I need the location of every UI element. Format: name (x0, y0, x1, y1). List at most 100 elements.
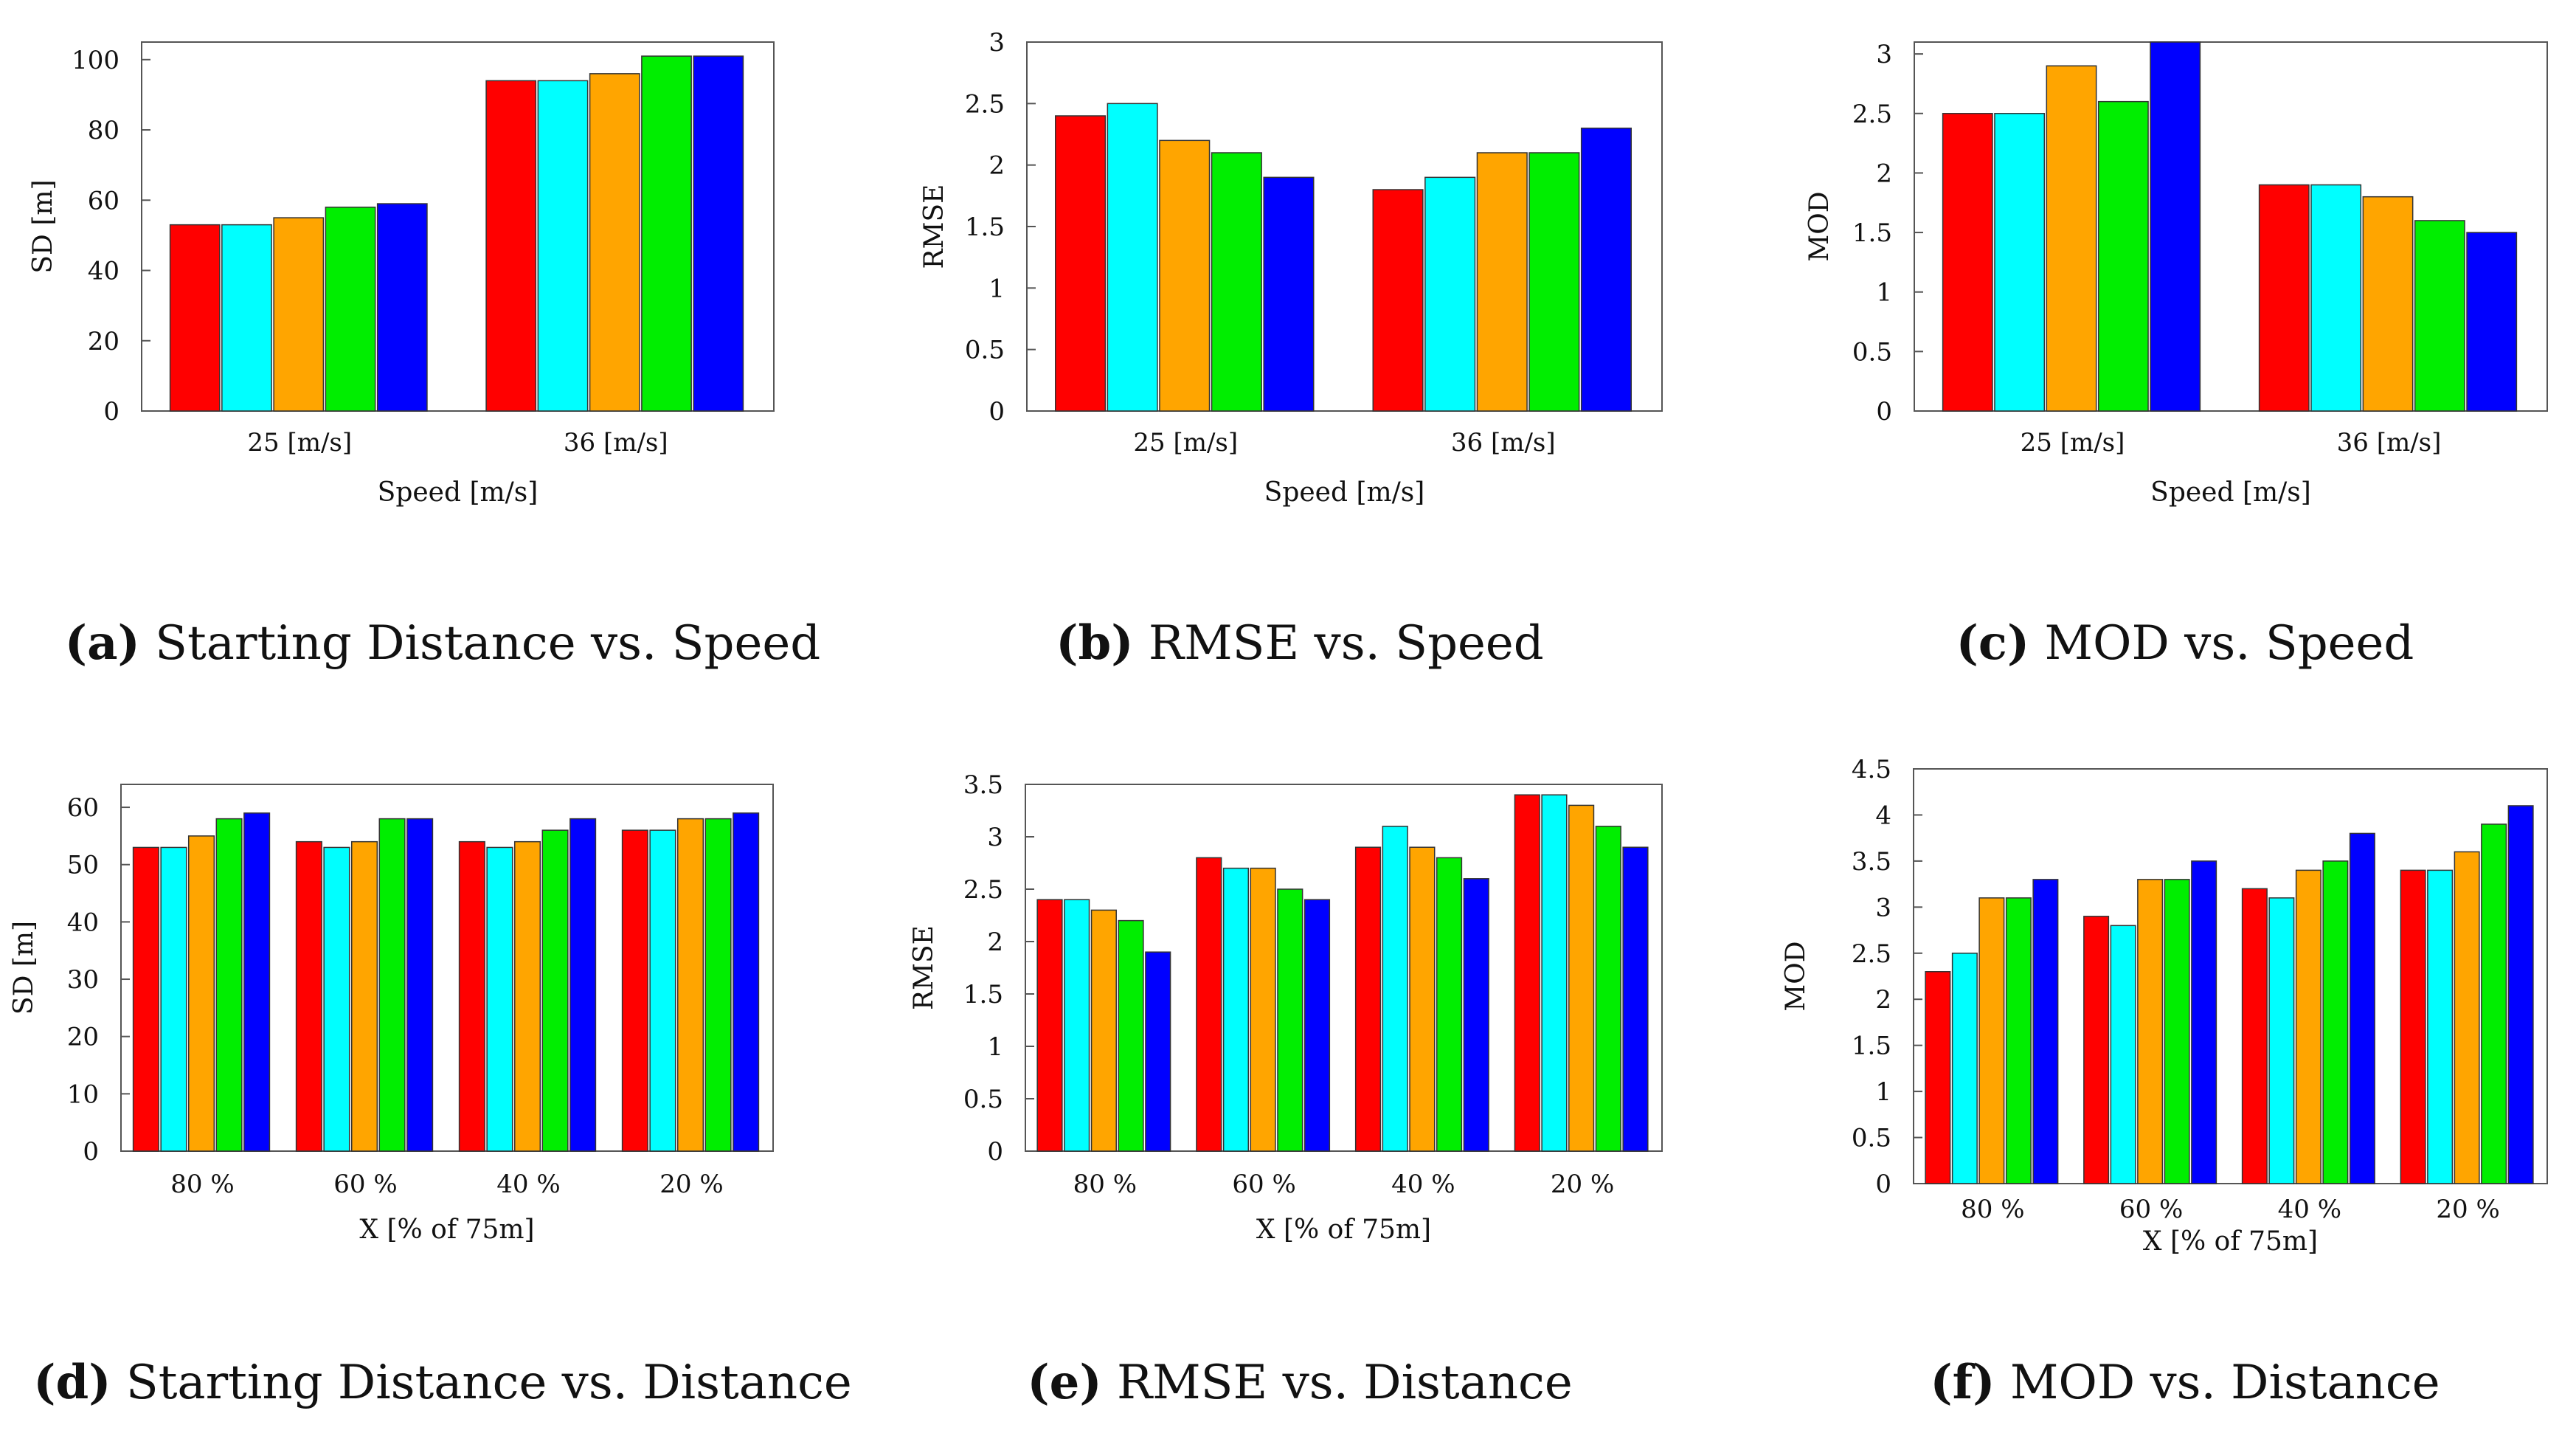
bar (2097, 100, 2149, 412)
y-tick-label: 1.5 (963, 980, 1003, 1009)
x-tick-label: 40 % (2278, 1195, 2341, 1224)
chart-a: 0 20 40 60 80 100 25 [m/s] 36 [m/s] Speed [m/s] S… (28, 41, 775, 508)
x-tick-label: 20 % (2436, 1195, 2499, 1224)
x-axis-label: X [% of 75m] (1256, 1215, 1431, 1245)
bar (2454, 851, 2480, 1184)
bar (2466, 232, 2518, 412)
bar (215, 818, 243, 1152)
y-tick-label: 50 (67, 851, 99, 880)
y-tick-label: 3.5 (1852, 847, 1891, 877)
y-tick-label: 60 (88, 186, 120, 215)
bar (1568, 804, 1595, 1152)
x-axis-label: X [% of 75m] (2143, 1226, 2318, 1257)
y-tick-label: 0.5 (1852, 1124, 1891, 1153)
bar (1303, 899, 1331, 1152)
bar (295, 840, 322, 1152)
bar (169, 224, 221, 412)
caption-e: (e) RMSE vs. Distance (1027, 1355, 1573, 1410)
y-tick-label: 1 (988, 274, 1005, 303)
bar (621, 829, 648, 1152)
bar (486, 846, 513, 1152)
bar (160, 846, 187, 1152)
bar (1942, 113, 1993, 412)
bar (2005, 897, 2032, 1184)
y-tick-label: 3.5 (963, 770, 1003, 800)
bar (1118, 919, 1144, 1152)
y-tick-label: 3 (1875, 893, 1891, 922)
y-tick-label: 1.5 (1852, 218, 1892, 248)
x-tick-label: 80 % (1961, 1195, 2024, 1224)
x-tick-label: 40 % (1391, 1170, 1455, 1199)
chart-d: 0 10 20 30 40 50 60 80 % 60 % 40 % 20 % X [% of 75m… (9, 784, 774, 1245)
x-tick-label: 80 % (170, 1170, 234, 1199)
caption-a: (a) Starting Distance vs. Speed (64, 615, 821, 671)
bar (1277, 888, 1303, 1152)
y-tick-label: 0 (1876, 397, 1892, 427)
bar (1514, 794, 1540, 1152)
x-tick-label: 25 [m/s] (2021, 428, 2125, 457)
y-tick-label: 0 (83, 1137, 99, 1167)
bar (1436, 857, 1463, 1152)
bar (376, 203, 428, 412)
x-tick-label: 25 [m/s] (247, 428, 352, 457)
y-tick-label: 3 (987, 823, 1003, 852)
x-tick-label: 20 % (1551, 1170, 1614, 1199)
chart-b: 0 0.5 1 1.5 2 2.5 3 25 [m/s] 36 [m/s] Speed [m/s]… (919, 28, 1663, 508)
bar (1222, 867, 1250, 1152)
bar (1463, 878, 1489, 1152)
y-tick-label: 20 (67, 1023, 99, 1052)
bar (243, 812, 271, 1152)
y-tick-label: 0 (103, 397, 120, 427)
bar (1622, 846, 1649, 1152)
bar (350, 840, 378, 1152)
caption-c: (c) MOD vs. Speed (1956, 615, 2414, 671)
chart-e: 0 0.5 1 1.5 2 2.5 3 3.5 80 % 60 % 40 % 20 % X [% of … (909, 770, 1663, 1245)
y-tick-label: 1 (1875, 1077, 1891, 1107)
bar (1580, 127, 1632, 412)
y-tick-label: 2 (1875, 985, 1891, 1015)
bar (2110, 925, 2136, 1184)
bar (1925, 971, 1951, 1184)
y-tick-label: 1.5 (965, 213, 1005, 242)
plot-frame (120, 784, 774, 1152)
bar (1354, 846, 1382, 1152)
x-tick-label: 36 [m/s] (564, 428, 668, 457)
bar (2362, 196, 2414, 412)
bar (1424, 176, 1476, 412)
x-tick-label: 36 [m/s] (2337, 428, 2442, 457)
x-tick-label: 40 % (496, 1170, 560, 1199)
bar (1250, 867, 1276, 1152)
caption-b: (b) RMSE vs. Speed (1056, 615, 1544, 671)
bar (458, 840, 485, 1152)
y-tick-label: 0.5 (965, 336, 1005, 365)
bar (513, 840, 541, 1152)
y-tick-label: 2 (1876, 159, 1892, 188)
y-tick-label: 1 (987, 1032, 1003, 1062)
y-axis-label: MOD (1804, 191, 1835, 261)
bar (1382, 826, 1408, 1152)
bar (2191, 860, 2217, 1184)
y-tick-label: 30 (67, 965, 99, 995)
y-tick-label: 4 (1875, 801, 1891, 830)
bar (2268, 897, 2295, 1184)
bar (1263, 176, 1315, 412)
y-tick-label: 100 (72, 46, 120, 75)
x-axis-label: X [% of 75m] (359, 1215, 534, 1245)
y-tick-label: 2.5 (1852, 939, 1891, 969)
bar (676, 818, 704, 1152)
bar (2349, 832, 2375, 1184)
x-tick-label: 20 % (659, 1170, 723, 1199)
plot-frame (1914, 41, 2548, 412)
bar (2310, 184, 2362, 412)
x-tick-label: 60 % (1232, 1170, 1295, 1199)
y-tick-label: 0 (1875, 1170, 1891, 1199)
bar (1064, 899, 1090, 1152)
caption-f: (f) MOD vs. Distance (1930, 1355, 2440, 1410)
bar (537, 80, 589, 412)
bar (1595, 826, 1621, 1152)
y-tick-label: 2.5 (963, 875, 1003, 905)
y-tick-label: 1.5 (1852, 1032, 1891, 1061)
y-tick-label: 80 (88, 116, 120, 145)
y-tick-label: 2.5 (965, 89, 1005, 119)
